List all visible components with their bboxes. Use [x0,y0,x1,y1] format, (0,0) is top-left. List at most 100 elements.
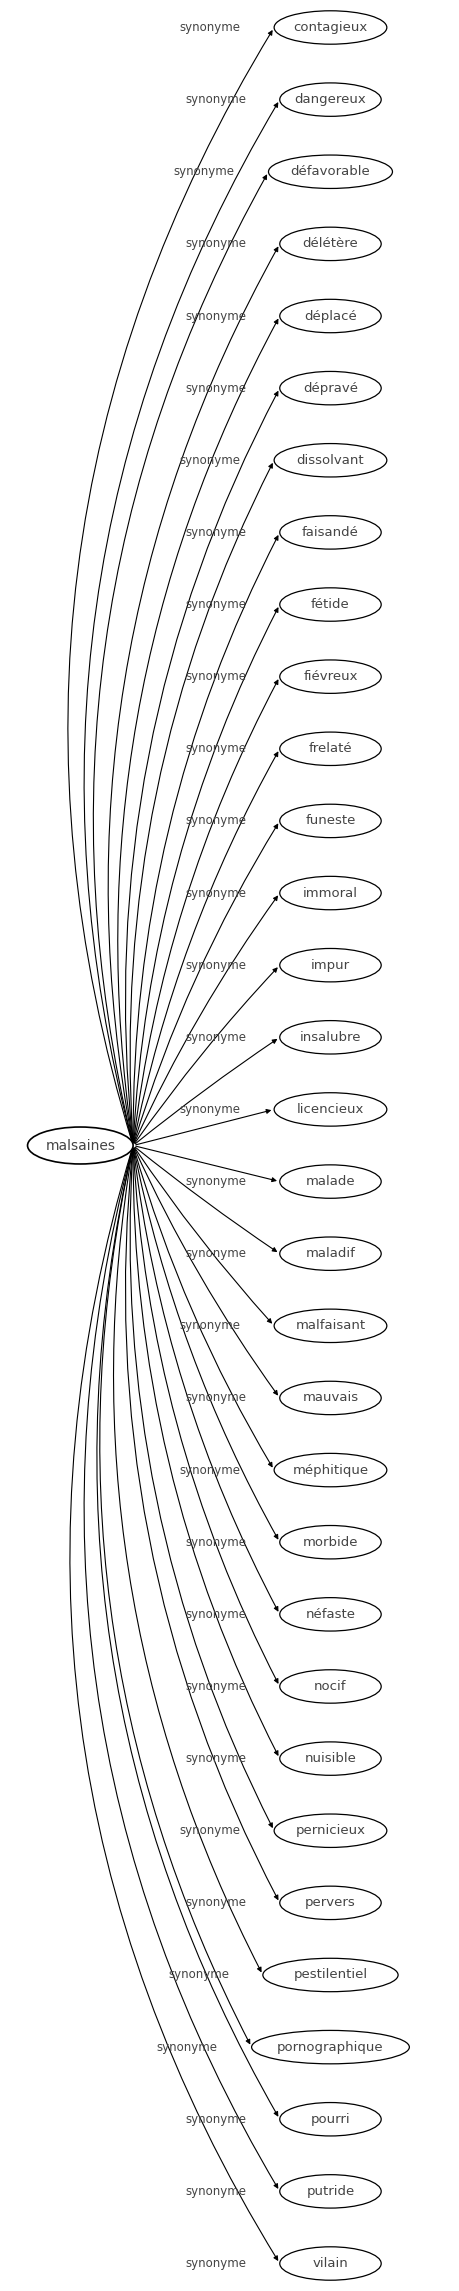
Text: mauvais: mauvais [302,1391,358,1404]
Text: synonyme: synonyme [174,165,235,179]
Text: dangereux: dangereux [295,94,366,105]
Text: synonyme: synonyme [185,887,246,900]
Text: méphitique: méphitique [292,1464,369,1478]
Text: synonyme: synonyme [185,309,246,323]
FancyArrowPatch shape [97,1148,278,2117]
Ellipse shape [274,1093,387,1127]
Text: malfaisant: malfaisant [296,1320,365,1333]
Text: délétère: délétère [302,238,358,250]
Ellipse shape [280,371,381,406]
FancyArrowPatch shape [134,1148,278,1540]
Text: nuisible: nuisible [304,1753,357,1764]
FancyArrowPatch shape [134,1148,272,1466]
FancyArrowPatch shape [134,751,278,1143]
Text: nocif: nocif [314,1679,347,1693]
Text: vilain: vilain [313,2257,348,2270]
Text: synonyme: synonyme [185,1608,246,1620]
Ellipse shape [280,589,381,621]
Text: funeste: funeste [305,813,356,827]
FancyArrowPatch shape [108,247,278,1143]
FancyArrowPatch shape [68,30,272,1143]
Text: synonyme: synonyme [179,454,241,467]
FancyArrowPatch shape [133,607,278,1143]
Text: synonyme: synonyme [185,94,246,105]
Ellipse shape [28,1127,133,1164]
Ellipse shape [269,156,392,188]
FancyArrowPatch shape [125,1148,278,1899]
Ellipse shape [280,227,381,261]
FancyArrowPatch shape [134,680,278,1143]
Ellipse shape [280,82,381,117]
Text: synonyme: synonyme [185,2257,246,2270]
FancyArrowPatch shape [125,392,278,1143]
FancyArrowPatch shape [134,1148,271,1322]
Text: pornographique: pornographique [277,2041,384,2053]
Ellipse shape [280,1670,381,1702]
Text: pernicieux: pernicieux [296,1824,365,1837]
FancyArrowPatch shape [84,1148,278,2188]
Text: malade: malade [306,1175,355,1189]
Ellipse shape [274,444,387,477]
Ellipse shape [280,1885,381,1920]
Text: synonyme: synonyme [179,21,241,34]
Ellipse shape [274,1452,387,1487]
FancyArrowPatch shape [134,969,277,1143]
Ellipse shape [280,1381,381,1414]
Text: frelaté: frelaté [308,742,353,756]
Ellipse shape [280,1237,381,1272]
FancyArrowPatch shape [134,896,277,1143]
Text: faisandé: faisandé [302,527,359,538]
Text: maladif: maladif [306,1246,355,1260]
Ellipse shape [280,948,381,983]
Text: synonyme: synonyme [179,1464,241,1478]
Text: synonyme: synonyme [185,1246,246,1260]
Text: synonyme: synonyme [185,958,246,971]
Ellipse shape [263,1959,398,1991]
FancyArrowPatch shape [136,1109,270,1146]
FancyArrowPatch shape [93,174,267,1143]
FancyArrowPatch shape [130,463,272,1143]
Text: synonyme: synonyme [185,527,246,538]
Ellipse shape [274,11,387,44]
Text: synonyme: synonyme [185,1391,246,1404]
Text: synonyme: synonyme [185,238,246,250]
FancyArrowPatch shape [130,1148,272,1828]
Ellipse shape [252,2030,409,2064]
Ellipse shape [280,2247,381,2280]
Text: synonyme: synonyme [185,2112,246,2126]
Ellipse shape [280,1164,381,1198]
Text: synonyme: synonyme [185,671,246,683]
Text: synonyme: synonyme [157,2041,218,2053]
Ellipse shape [280,1526,381,1558]
Text: déplacé: déplacé [304,309,357,323]
FancyArrowPatch shape [118,318,278,1143]
Ellipse shape [280,300,381,332]
Ellipse shape [274,1308,387,1343]
FancyArrowPatch shape [135,1148,276,1251]
Text: pourri: pourri [311,2112,350,2126]
Text: fétide: fétide [311,598,350,612]
Ellipse shape [274,1814,387,1847]
FancyArrowPatch shape [134,1148,277,1395]
Ellipse shape [280,1019,381,1054]
Text: insalubre: insalubre [300,1031,361,1045]
Text: défavorable: défavorable [291,165,370,179]
FancyArrowPatch shape [134,1148,278,1611]
Text: synonyme: synonyme [185,383,246,394]
FancyArrowPatch shape [113,1148,261,1973]
Text: synonyme: synonyme [179,1824,241,1837]
Text: synonyme: synonyme [185,2186,246,2197]
Text: néfaste: néfaste [306,1608,355,1620]
Ellipse shape [280,733,381,765]
Text: morbide: morbide [303,1535,358,1549]
Text: synonyme: synonyme [185,1753,246,1764]
Ellipse shape [280,515,381,550]
Text: fiévreux: fiévreux [303,671,358,683]
Ellipse shape [280,660,381,694]
Ellipse shape [280,877,381,910]
Text: synonyme: synonyme [179,1102,241,1116]
Text: synonyme: synonyme [185,813,246,827]
Text: contagieux: contagieux [293,21,368,34]
Text: synonyme: synonyme [185,1031,246,1045]
Text: synonyme: synonyme [185,1679,246,1693]
